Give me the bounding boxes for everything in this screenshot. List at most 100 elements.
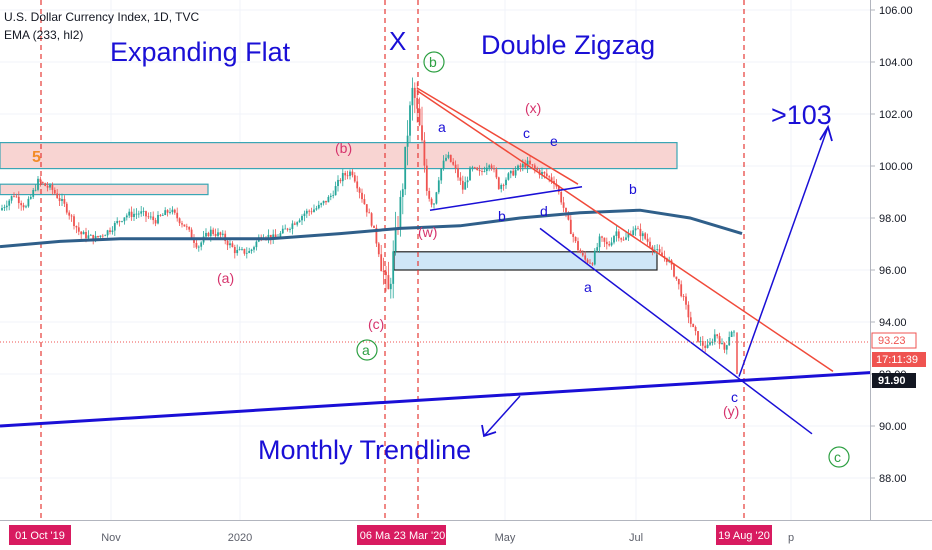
- candle-body: [49, 184, 51, 188]
- candle-body: [250, 249, 253, 251]
- candle-body: [219, 232, 222, 235]
- candle-body: [125, 215, 128, 218]
- price-tick-label: 88.00: [879, 473, 907, 485]
- last-price-tag: 93.23: [878, 335, 906, 347]
- candle-body: [706, 344, 709, 348]
- candle-body: [437, 180, 440, 193]
- trendline-pointer: [483, 395, 521, 437]
- candle-body: [454, 164, 457, 169]
- candle-body: [87, 235, 90, 239]
- candle-body: [70, 215, 73, 217]
- candle-body: [178, 218, 181, 224]
- candle-body: [543, 171, 546, 174]
- minor-zone: [0, 183, 209, 196]
- candle-body: [303, 213, 306, 217]
- candle-body: [337, 179, 339, 187]
- candle-body: [433, 203, 435, 205]
- candle-body: [142, 211, 145, 212]
- candle-body: [385, 271, 387, 276]
- wave-5-label: 5: [32, 149, 41, 166]
- candle-body: [581, 253, 584, 256]
- candle-body: [332, 195, 335, 196]
- candle-body: [375, 227, 378, 244]
- wave-w-label: (w): [418, 224, 437, 240]
- price-axis-panel[interactable]: [871, 0, 932, 520]
- candle-body: [176, 212, 179, 219]
- candle-body: [389, 283, 392, 290]
- candle-body: [137, 213, 140, 215]
- candle-body: [481, 171, 483, 172]
- candle-body: [502, 185, 505, 186]
- candle-body: [279, 233, 282, 238]
- candle-body: [166, 210, 169, 213]
- triangle-lower-line: [429, 186, 583, 211]
- price-tick-label: 100.00: [879, 161, 913, 173]
- candle-body: [269, 234, 272, 240]
- candle-body: [639, 228, 642, 237]
- trendlines: [0, 87, 932, 435]
- candle-body: [15, 196, 18, 198]
- candle-body: [394, 228, 397, 252]
- candle-body: [483, 171, 486, 172]
- candle-body: [634, 228, 637, 231]
- date-tag-box: [9, 525, 71, 545]
- candle-body: [457, 168, 459, 178]
- candle-body: [97, 236, 99, 238]
- candle-body: [140, 211, 143, 214]
- candle-body: [428, 190, 431, 199]
- candle-body: [109, 230, 111, 233]
- candle-body: [281, 228, 284, 234]
- candle-body: [17, 196, 20, 204]
- candle-body: [226, 240, 229, 246]
- candle-body: [459, 177, 462, 181]
- candle-body: [358, 188, 361, 193]
- candle-body: [56, 193, 59, 199]
- candle-body: [497, 177, 500, 189]
- candle-body: [505, 179, 507, 186]
- candle-body: [529, 160, 531, 165]
- candle-body: [229, 243, 231, 246]
- candle-body: [89, 234, 92, 236]
- trend-price-tag-box: [872, 373, 916, 388]
- candle-body: [622, 239, 625, 241]
- candle-body: [649, 241, 651, 247]
- sub-a2-label: a: [584, 279, 592, 295]
- candle-body: [673, 264, 675, 277]
- candle-body: [526, 160, 529, 168]
- candle-body: [157, 214, 159, 224]
- candle-body: [716, 334, 719, 337]
- candle-body: [51, 184, 54, 190]
- candle-body: [733, 331, 735, 333]
- candle-body: [320, 203, 323, 205]
- candle-body: [728, 337, 731, 346]
- candle-body: [680, 284, 683, 297]
- candle-body: [207, 232, 210, 237]
- candle-body: [5, 205, 8, 208]
- wave-x-label: (x): [525, 100, 541, 116]
- wave-y-label: (y): [723, 403, 739, 419]
- candle-body: [495, 169, 498, 178]
- candle-body: [353, 175, 356, 182]
- candle-body: [185, 226, 188, 228]
- candle-body: [713, 334, 716, 342]
- candle-body: [20, 203, 23, 206]
- candle-body: [315, 208, 318, 210]
- candle-body: [313, 209, 315, 212]
- monthly-trendline: [0, 367, 932, 428]
- date-tag: 23 Mar '20: [394, 530, 446, 542]
- price-tick-label: 102.00: [879, 109, 913, 121]
- candle-body: [293, 223, 296, 225]
- candle-body: [123, 217, 126, 222]
- sub-d1-label: d: [540, 203, 548, 219]
- candle-body: [550, 177, 553, 181]
- candle-body: [116, 220, 119, 224]
- candle-body: [195, 242, 198, 248]
- candle-body: [603, 237, 606, 242]
- candle-body: [111, 230, 114, 233]
- candle-body: [145, 211, 147, 217]
- chart-title: U.S. Dollar Currency Index, 1D, TVC: [4, 10, 200, 24]
- candle-body: [399, 196, 402, 230]
- candle-body: [620, 238, 623, 240]
- candle-body: [284, 228, 287, 230]
